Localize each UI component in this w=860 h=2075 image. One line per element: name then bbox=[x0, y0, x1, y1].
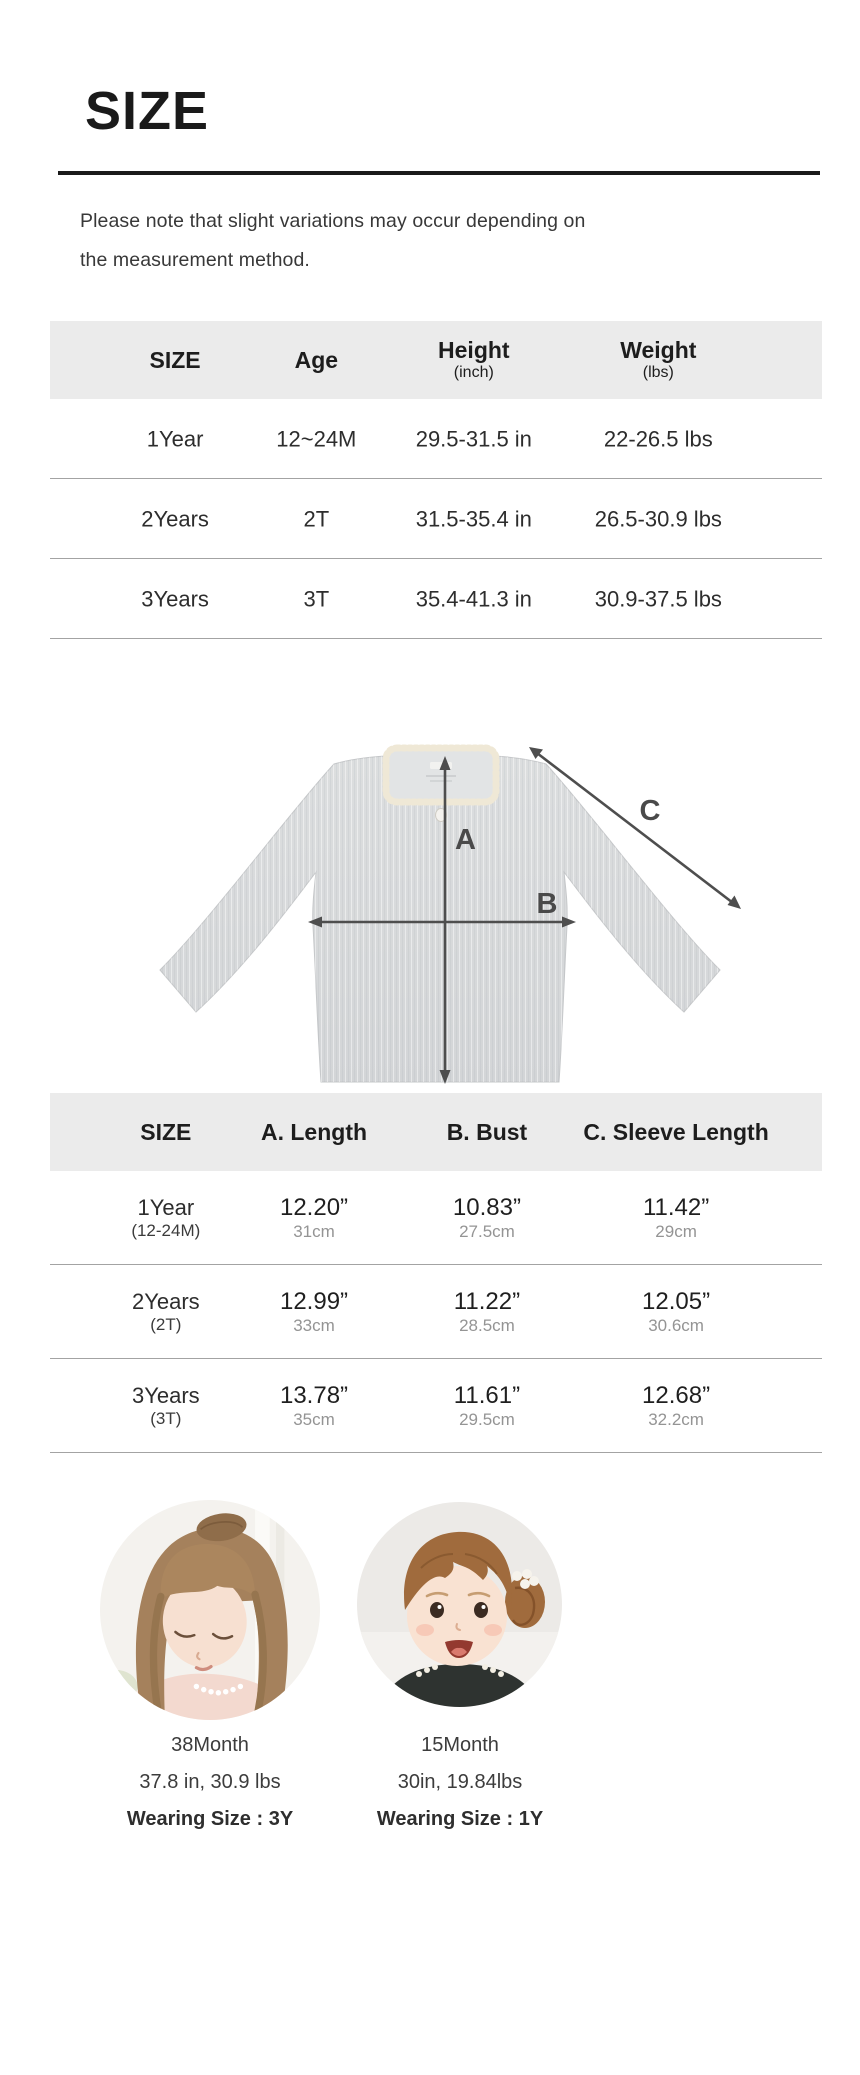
model-photo-38month bbox=[100, 1500, 320, 1720]
sleeve-cell: 12.05” 30.6cm bbox=[642, 1287, 711, 1336]
height-cell: 31.5-35.4 in bbox=[415, 505, 532, 531]
lace-collar bbox=[382, 744, 500, 806]
header-sleeve: C. Sleeve Length bbox=[583, 1118, 769, 1145]
age-cell: 12~24M bbox=[276, 425, 357, 451]
measurement-arrows bbox=[316, 748, 738, 1076]
sleeve-cell: 11.42” 29cm bbox=[642, 1193, 710, 1242]
table-row: 3Years 3T 35.4-41.3 in 30.9-37.5 lbs bbox=[50, 559, 822, 639]
label-c: C bbox=[640, 795, 661, 827]
sleeve-cell: 12.68” 32.2cm bbox=[642, 1381, 711, 1430]
table-row: 1Year 12~24M 29.5-31.5 in 22-26.5 lbs bbox=[50, 399, 822, 479]
weight-cell: 30.9-37.5 lbs bbox=[594, 585, 722, 611]
header-length: A. Length bbox=[260, 1118, 368, 1145]
age-size-table-header: SIZE Age Height (inch) Weight (lbs) bbox=[50, 321, 822, 399]
height-cell: 35.4-41.3 in bbox=[415, 585, 532, 611]
bust-cell: 11.22” 28.5cm bbox=[453, 1287, 521, 1336]
header-bust: B. Bust bbox=[446, 1118, 528, 1145]
table-row: 3Years (3T) 13.78” 35cm 11.61” 29.5cm 12.68… bbox=[50, 1359, 822, 1453]
title-divider bbox=[58, 171, 820, 175]
header-size: SIZE bbox=[149, 346, 201, 373]
weight-cell: 22-26.5 lbs bbox=[603, 425, 713, 451]
arrowheads bbox=[308, 747, 741, 1084]
label-a: A bbox=[455, 824, 476, 856]
model-age: 38Month bbox=[171, 1734, 249, 1756]
header-age: Age bbox=[294, 346, 339, 373]
table-row: 1Year (12-24M) 12.20” 31cm 10.83” 27.5cm 11… bbox=[50, 1171, 822, 1265]
length-cell: 12.20” 31cm bbox=[279, 1193, 349, 1242]
note-line-1: Please note that slight variations may o… bbox=[80, 210, 586, 232]
header-weight: Weight (lbs) bbox=[620, 337, 697, 382]
table-row: 2Years (2T) 12.99” 33cm 11.22” 28.5cm 12.05… bbox=[50, 1265, 822, 1359]
model-wearing-size: Wearing Size : 3Y bbox=[126, 1808, 294, 1830]
model-age: 15Month bbox=[421, 1734, 499, 1756]
label-b: B bbox=[537, 888, 558, 920]
size-cell: 1Year bbox=[146, 425, 204, 451]
model-photo-15month bbox=[357, 1502, 562, 1707]
shirt-measurement-diagram: A B C bbox=[159, 744, 741, 1084]
measurement-note: Please note that slight variations may o… bbox=[80, 202, 585, 280]
age-cell: 2T bbox=[303, 505, 330, 531]
height-cell: 29.5-31.5 in bbox=[415, 425, 532, 451]
size-cell: 3Years (3T) bbox=[131, 1382, 200, 1428]
model-caption-15month: 15Month 30in, 19.84lbs Wearing Size : 1Y bbox=[310, 1727, 610, 1838]
neckline-inner bbox=[388, 750, 494, 800]
header-height: Height (inch) bbox=[438, 337, 510, 382]
bust-cell: 11.61” 29.5cm bbox=[453, 1381, 521, 1430]
measurement-table-header: SIZE A. Length B. Bust C. Sleeve Length bbox=[50, 1093, 822, 1171]
size-cell: 2Years (2T) bbox=[131, 1288, 200, 1334]
size-cell: 1Year (12-24M) bbox=[131, 1194, 201, 1240]
header-size: SIZE bbox=[140, 1118, 192, 1145]
size-cell: 2Years bbox=[141, 505, 209, 531]
page-title: SIZE bbox=[85, 81, 210, 141]
age-cell: 3T bbox=[303, 585, 330, 611]
model-caption-38month: 38Month 37.8 in, 30.9 lbs Wearing Size :… bbox=[60, 1727, 360, 1838]
length-cell: 12.99” 33cm bbox=[279, 1287, 349, 1336]
size-cell: 3Years bbox=[141, 585, 209, 611]
bust-cell: 10.83” 27.5cm bbox=[452, 1193, 521, 1242]
length-cell: 13.78” 35cm bbox=[279, 1381, 349, 1430]
note-line-2: the measurement method. bbox=[80, 249, 310, 271]
sleeve-arrow-c bbox=[532, 748, 738, 908]
measurement-table: SIZE A. Length B. Bust C. Sleeve Length … bbox=[50, 1093, 822, 1453]
table-row: 2Years 2T 31.5-35.4 in 26.5-30.9 lbs bbox=[50, 479, 822, 559]
model-body: 37.8 in, 30.9 lbs bbox=[139, 1771, 281, 1793]
weight-cell: 26.5-30.9 lbs bbox=[594, 505, 722, 531]
model-body: 30in, 19.84lbs bbox=[397, 1771, 523, 1793]
model-wearing-size: Wearing Size : 1Y bbox=[376, 1808, 544, 1830]
age-size-table: SIZE Age Height (inch) Weight (lbs) 1Year … bbox=[50, 321, 822, 639]
shirt-illustration bbox=[159, 744, 721, 1083]
